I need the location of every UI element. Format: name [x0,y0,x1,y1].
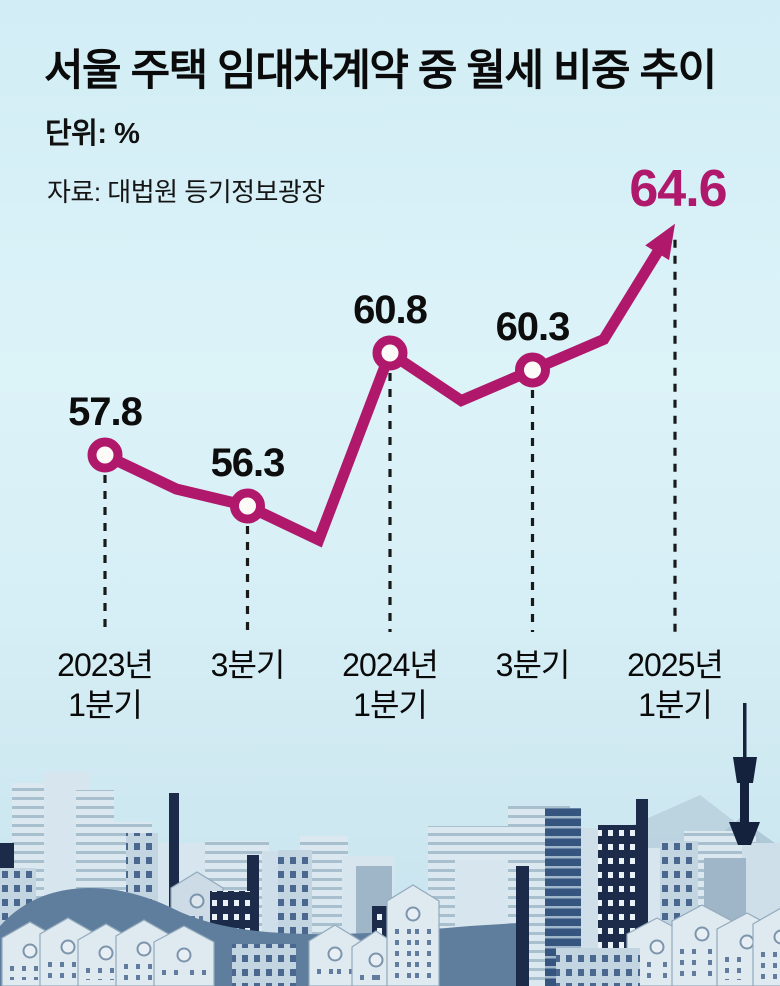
city-skyline-illustration [0,703,780,986]
logo-circle [60,939,76,955]
apartment-block [752,907,780,986]
logo-circle [368,952,384,968]
apartment-block [153,925,215,986]
data-point-marker [230,488,265,524]
logo-circle [176,947,192,963]
source-label: 자료: 대법원 등기정보광장 [47,177,325,207]
chart-title: 서울 주택 임대차계약 중 월세 비중 추이 [44,47,717,95]
value-label: 60.3 [496,305,570,349]
logo-circle [189,893,205,909]
logo-circle [694,926,710,942]
value-label: 60.8 [353,288,428,332]
apartment-block [308,924,362,986]
apartment-gables-front [1,884,780,986]
logo-circle [405,906,421,922]
logo-circle [136,941,152,957]
bottom-buildings [232,944,640,986]
logo-circle [327,946,343,962]
trend-arrow [645,223,675,261]
value-label: 56.3 [211,441,285,485]
value-label: 57.8 [68,390,143,434]
logo-circle [739,934,755,950]
value-label: 64.6 [629,160,726,218]
logo-circle [22,943,38,959]
apartment-block [386,884,440,986]
logo-circle [649,939,665,955]
namsan-tower [729,703,760,845]
data-point-marker [87,437,123,473]
logo-circle [773,929,780,945]
line-chart: 57.8 56.3 60.8 60.3 64.6 [68,160,728,632]
unit-label: 단위: % [45,118,140,150]
data-point-marker [372,335,408,371]
data-point-marker [515,352,550,388]
logo-circle [98,945,114,961]
